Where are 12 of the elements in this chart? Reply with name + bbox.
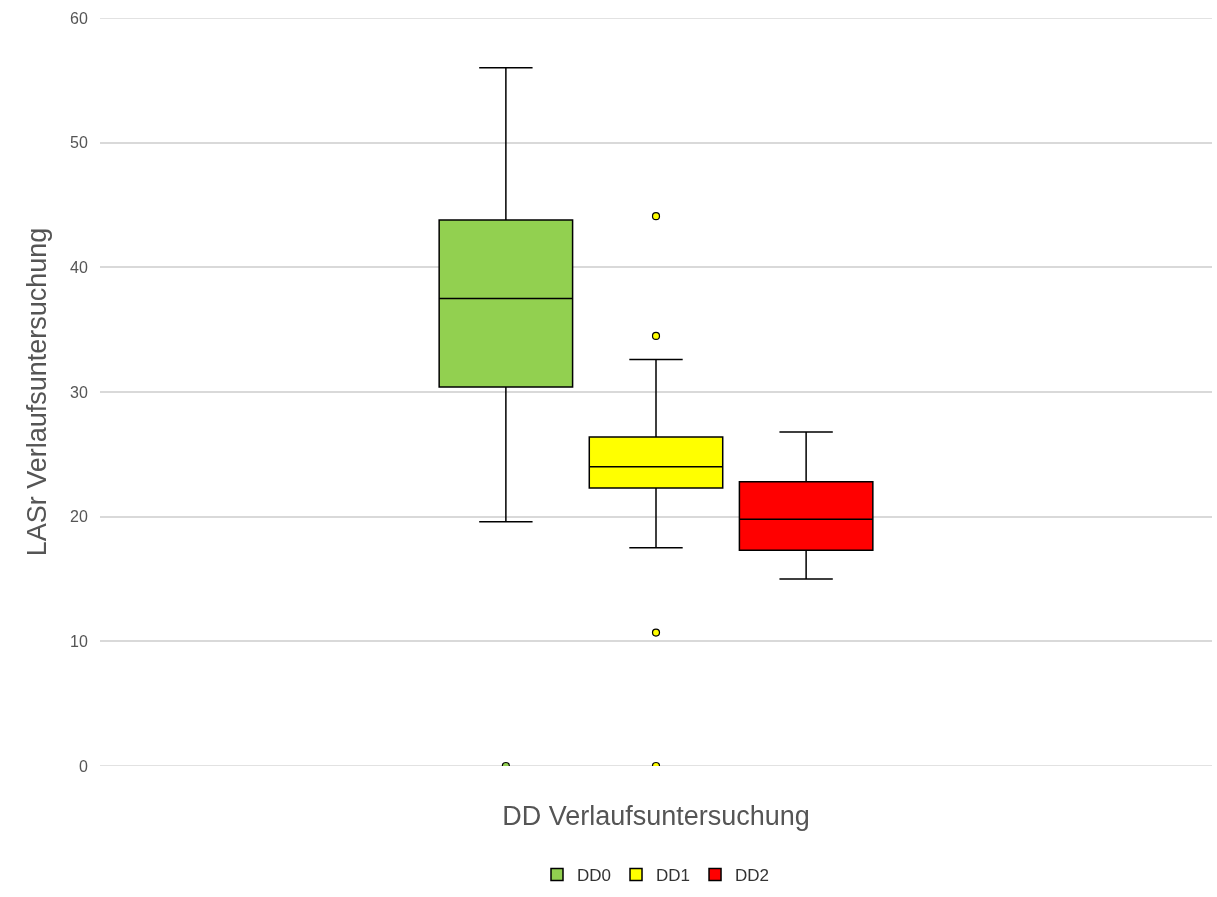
y-tick-label: 10 xyxy=(70,632,88,650)
y-tick-label: 20 xyxy=(70,508,88,526)
legend-label: DD2 xyxy=(735,866,770,886)
y-axis-title: LASr Verlaufsuntersuchung xyxy=(22,227,53,557)
y-tick-label: 50 xyxy=(70,134,88,152)
y-tick-label: 60 xyxy=(70,9,88,27)
legend-label: DD1 xyxy=(656,866,691,886)
x-axis-title: DD Verlaufsuntersuchung xyxy=(502,801,810,832)
y-tick-label: 0 xyxy=(78,757,88,775)
legend-label: DD0 xyxy=(577,866,612,886)
y-tick-label: 40 xyxy=(70,258,88,276)
y-tick-label: 30 xyxy=(70,383,88,401)
